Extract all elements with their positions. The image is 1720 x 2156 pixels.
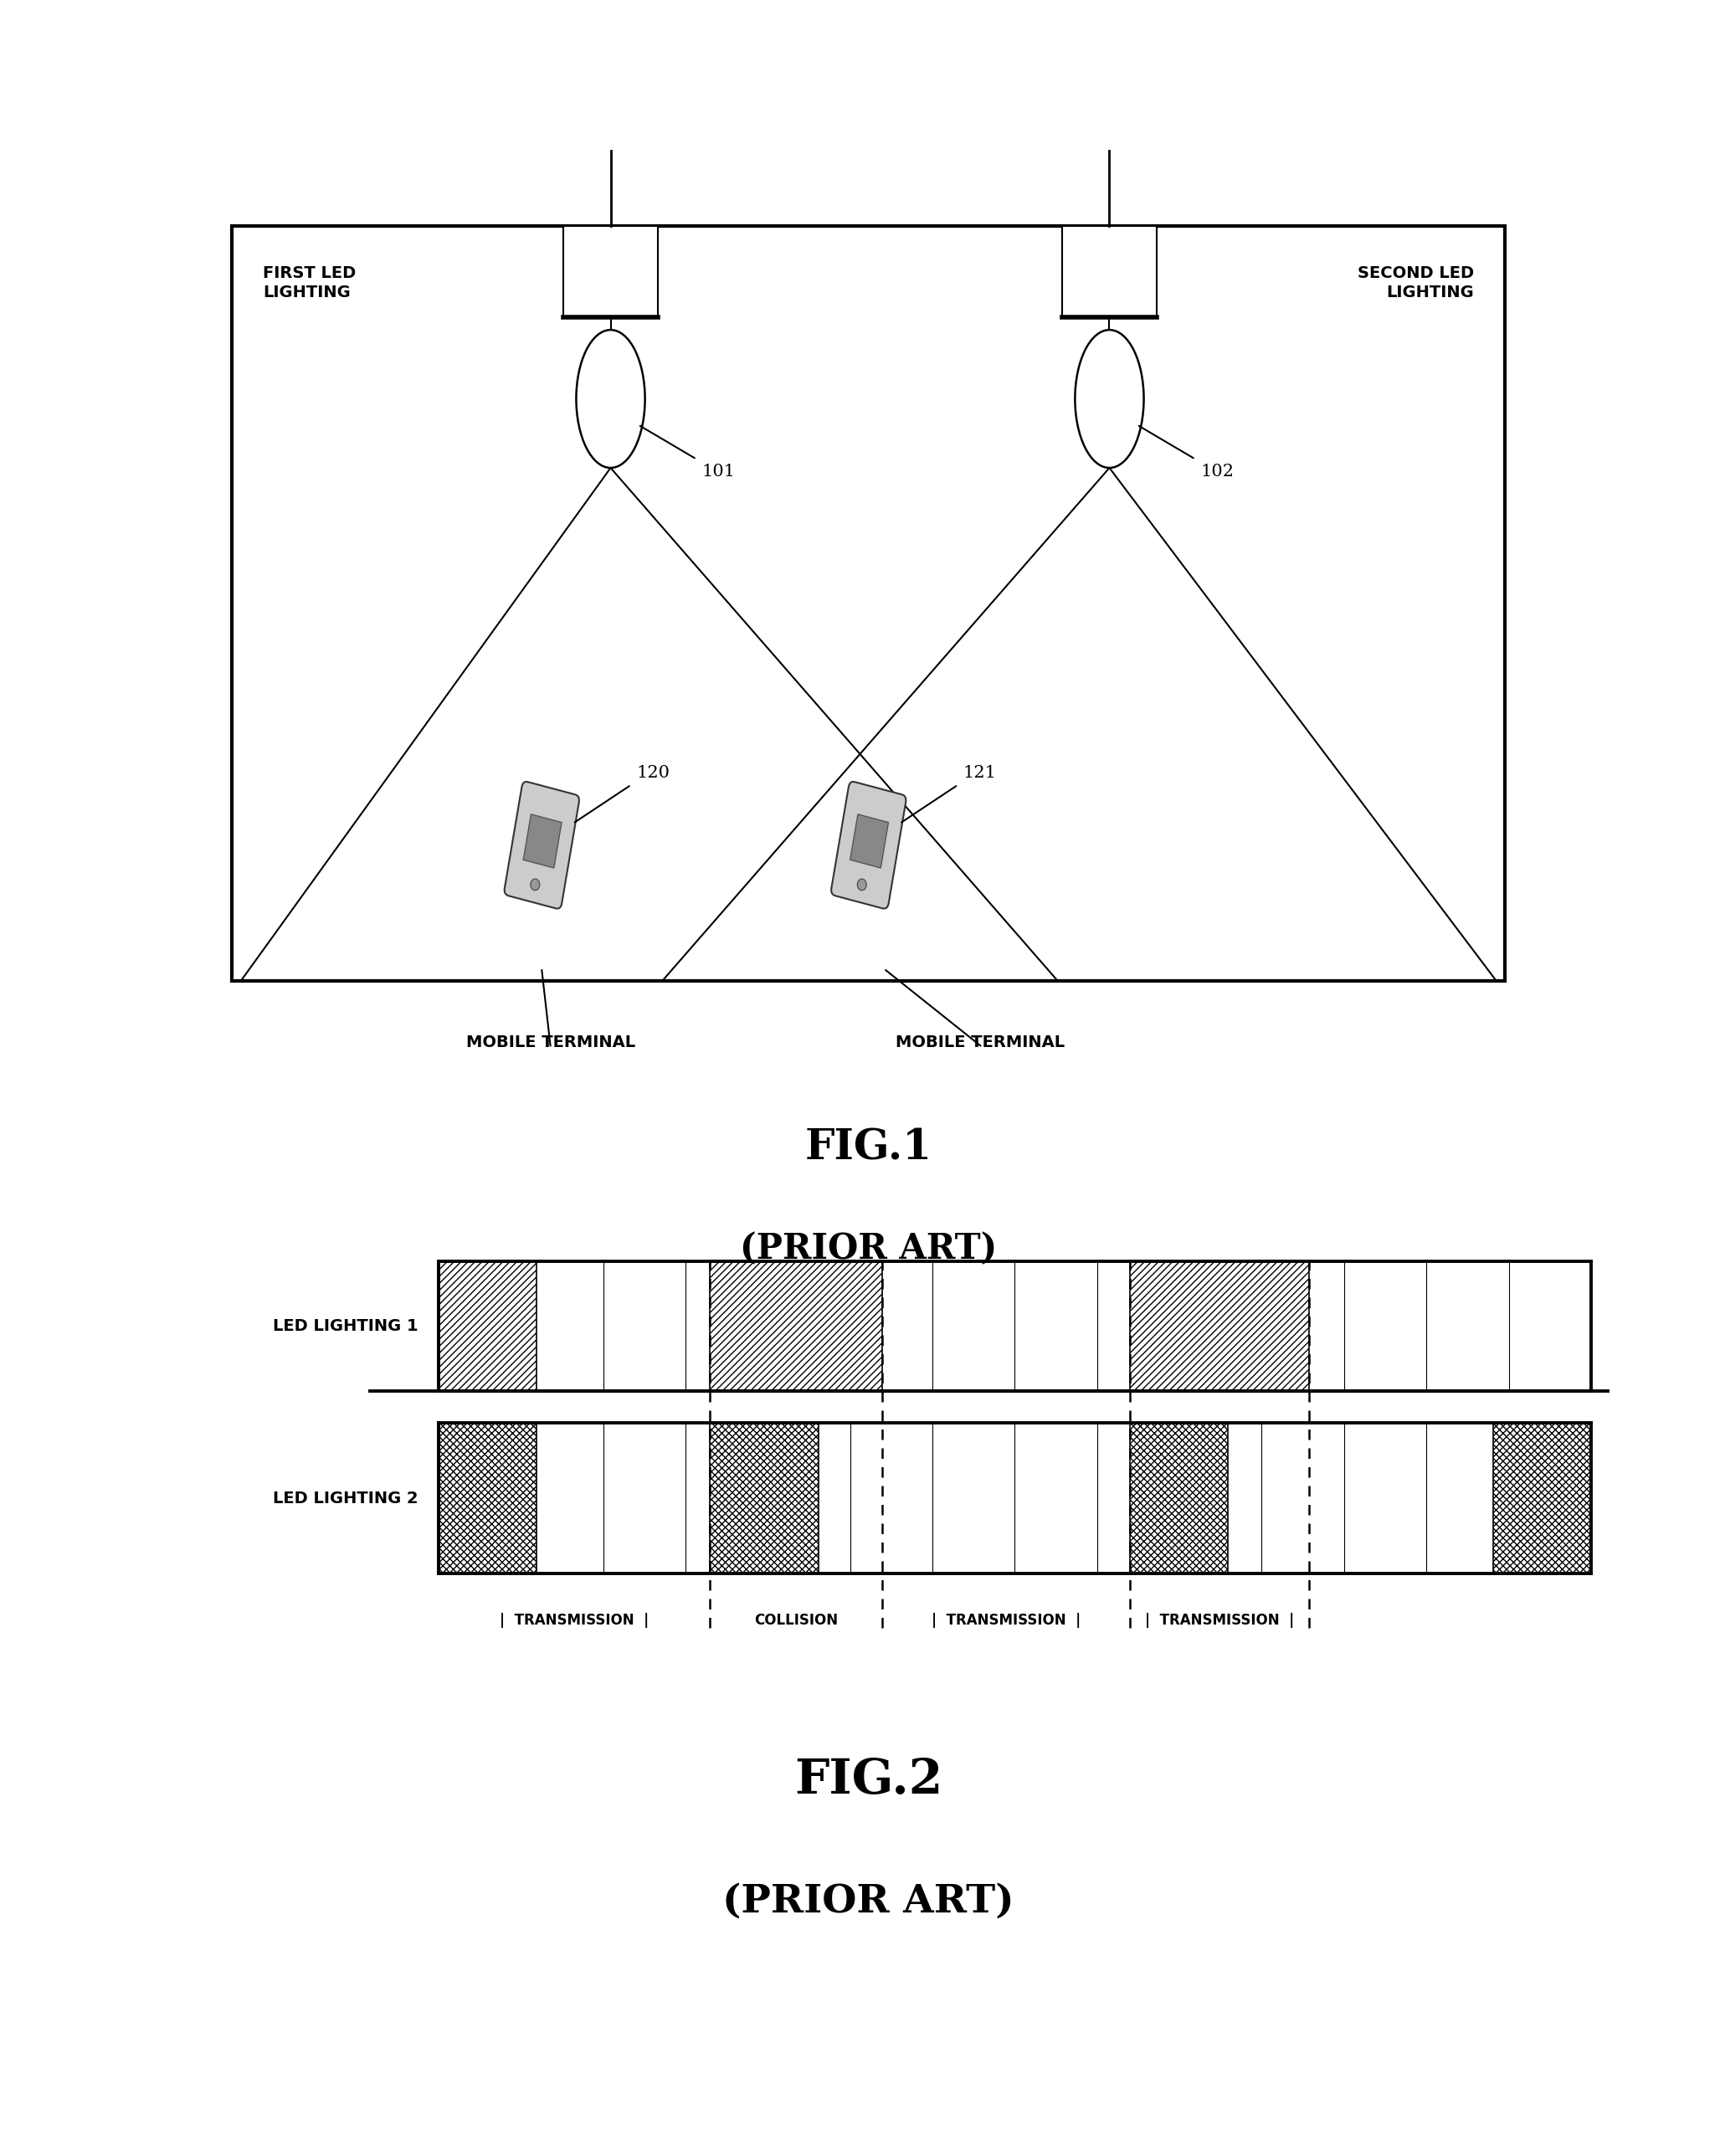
Text: FIG.1: FIG.1 [805, 1128, 932, 1169]
Bar [439, 1261, 537, 1391]
Text: 101: 101 [702, 464, 736, 479]
Text: LED LIGHTING 2: LED LIGHTING 2 [273, 1490, 418, 1507]
Ellipse shape [1075, 330, 1144, 468]
Ellipse shape [576, 330, 645, 468]
Bar [523, 815, 562, 869]
Text: 121: 121 [963, 765, 996, 780]
Text: FIRST LED
LIGHTING: FIRST LED LIGHTING [263, 265, 356, 300]
Text: LED LIGHTING 1: LED LIGHTING 1 [273, 1317, 418, 1335]
Circle shape [530, 880, 540, 890]
Text: (PRIOR ART): (PRIOR ART) [722, 1882, 1015, 1921]
Bar [562, 226, 657, 317]
Text: (PRIOR ART): (PRIOR ART) [740, 1231, 998, 1266]
Text: 102: 102 [1201, 464, 1233, 479]
Text: |  TRANSMISSION  |: | TRANSMISSION | [499, 1613, 648, 1628]
Bar [709, 1261, 882, 1391]
Text: MOBILE TERMINAL: MOBILE TERMINAL [466, 1035, 635, 1050]
Bar [439, 1261, 1591, 1391]
Bar [439, 1423, 1591, 1574]
Bar [1493, 1423, 1591, 1574]
Bar [1130, 1423, 1228, 1574]
Text: 120: 120 [636, 765, 669, 780]
Bar [850, 815, 889, 869]
Text: FIG.2: FIG.2 [795, 1757, 943, 1805]
Text: MOBILE TERMINAL: MOBILE TERMINAL [896, 1035, 1065, 1050]
Bar [439, 1423, 537, 1574]
FancyBboxPatch shape [831, 783, 906, 908]
Text: |  TRANSMISSION  |: | TRANSMISSION | [1146, 1613, 1293, 1628]
Circle shape [857, 880, 867, 890]
Text: |  TRANSMISSION  |: | TRANSMISSION | [932, 1613, 1080, 1628]
Bar [709, 1423, 819, 1574]
Bar [1063, 226, 1158, 317]
FancyBboxPatch shape [504, 783, 580, 908]
Text: COLLISION: COLLISION [753, 1613, 838, 1628]
Text: SECOND LED
LIGHTING: SECOND LED LIGHTING [1357, 265, 1474, 300]
Bar [1130, 1261, 1309, 1391]
Bar [232, 226, 1505, 981]
